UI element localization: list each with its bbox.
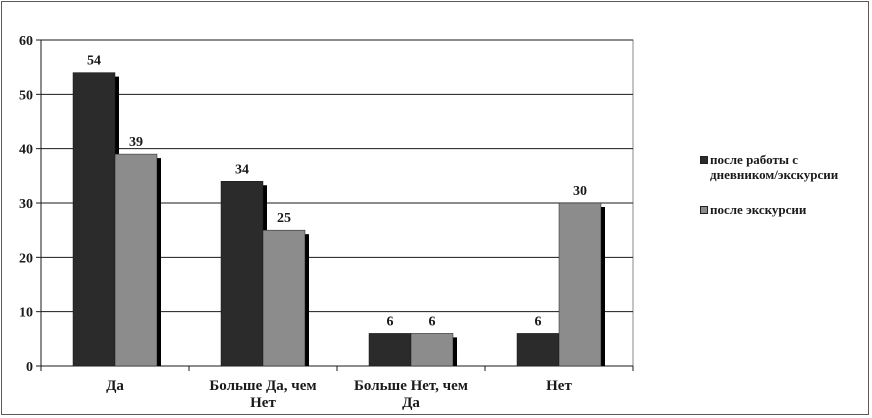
x-category-label-1-line-1: Да [106, 378, 124, 394]
bar-s1-c2 [220, 181, 264, 367]
y-tick-label-20: 20 [19, 251, 33, 266]
bar-s1-c1 [72, 72, 116, 367]
legend-label-series-2-line-1: после экскурсии [710, 202, 807, 217]
legend-swatch-series-1 [700, 156, 708, 164]
y-tick-label-30: 30 [19, 197, 33, 212]
x-category-label-3-line-1: Больше Нет, чем [354, 378, 468, 394]
y-tick-label-50: 50 [19, 88, 33, 103]
x-category-label-3-line-2: Да [402, 395, 420, 411]
legend-swatch-series-2 [700, 206, 708, 214]
data-label-s2-c2: 25 [277, 211, 291, 226]
data-label-s2-c4: 30 [573, 184, 587, 199]
legend-label-series-1-line-2: дневником/экскурсии [710, 167, 839, 182]
data-label-s1-c3: 6 [387, 314, 394, 329]
y-tick-label-0: 0 [26, 360, 33, 375]
x-category-label-4-line-1: Нет [546, 378, 572, 394]
bar-s2-c1 [114, 153, 158, 367]
legend-item-series-2: после экскурсии [700, 202, 870, 217]
y-tick-label-60: 60 [19, 34, 33, 49]
data-label-s2-c1: 39 [129, 135, 143, 150]
data-label-s1-c1: 54 [87, 54, 101, 69]
bar-s2-c3 [410, 333, 454, 367]
legend-item-series-1: после работы с дневником/экскурсии [700, 152, 870, 182]
legend: после работы с дневником/экскурсии после… [700, 152, 870, 217]
x-category-label-2-line-2: Нет [250, 395, 276, 411]
data-label-s1-c2: 34 [235, 162, 249, 177]
data-label-s1-c4: 6 [535, 314, 542, 329]
bar-s2-c4 [558, 202, 602, 367]
data-label-s2-c3: 6 [429, 314, 436, 329]
legend-label-series-1-line-1: после работы с [710, 152, 799, 167]
y-tick-label-10: 10 [19, 306, 33, 321]
y-tick-label-40: 40 [19, 143, 33, 158]
bar-s2-c2 [262, 229, 306, 367]
bar-s1-c3 [368, 333, 412, 367]
x-category-label-2-line-1: Больше Да, чем [209, 378, 316, 394]
bar-s1-c4 [516, 333, 560, 367]
